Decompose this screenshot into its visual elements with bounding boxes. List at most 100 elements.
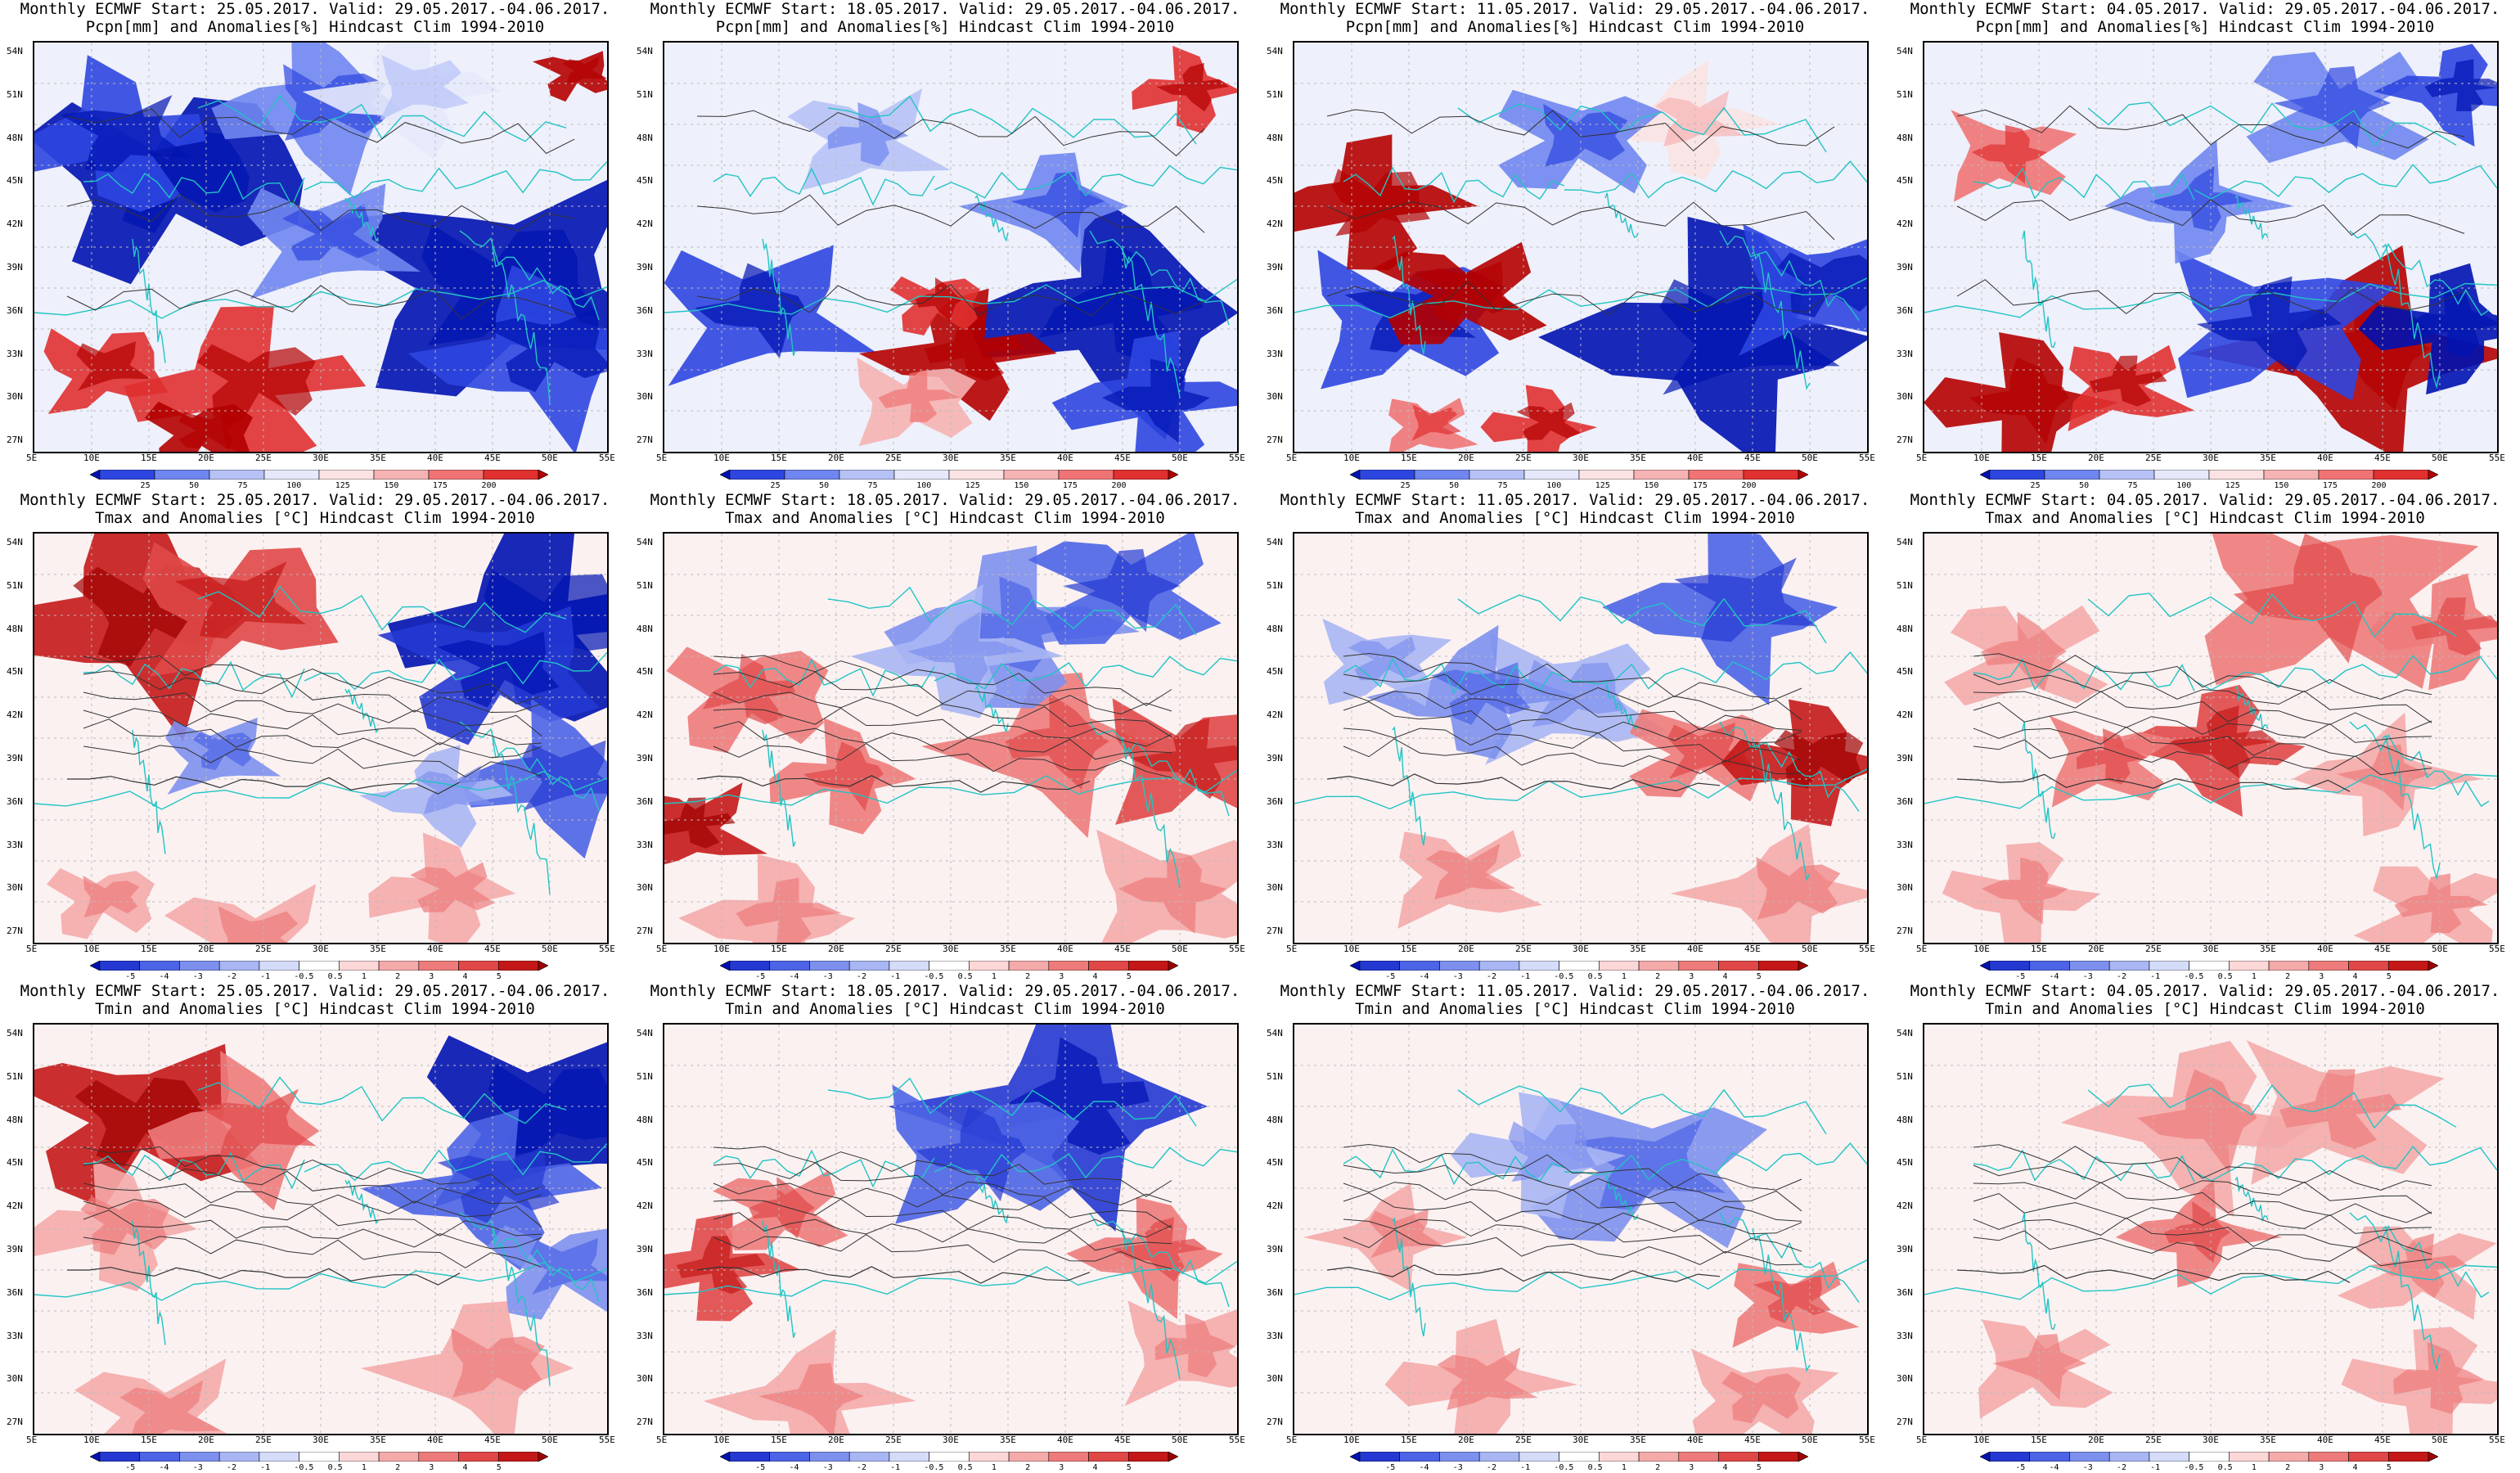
colorbar-label: 5 [496,972,502,981]
colorbar-label: 175 [1692,481,1708,490]
anomaly-map [1923,41,2499,453]
lon-label: 25E [885,453,902,463]
lat-label: 45N [1267,175,1283,187]
lat-label: 39N [1897,262,1913,273]
lat-label: 54N [637,1028,653,1038]
lon-label: 15E [771,453,787,463]
lon-label: 25E [885,1435,902,1445]
colorbar-label: 0.5 [957,972,973,981]
lat-label: 42N [1897,218,1913,230]
colorbar-label: -3 [822,972,833,981]
lon-label: 55E [1859,453,1875,463]
lon-label: 35E [1000,944,1016,954]
lon-label: 30E [313,453,329,463]
colorbar-label: -5 [2015,972,2026,981]
lon-label: 35E [1630,453,1646,463]
colorbar-label: 25 [770,481,781,490]
lon-label: 10E [713,1435,730,1445]
lat-label: 42N [1267,218,1283,230]
lat-label: 33N [1897,839,1913,850]
lat-label: 48N [1897,1114,1913,1125]
lat-label: 33N [1897,1330,1913,1341]
panel-variable-label: Tmin and Anomalies [°C] Hindcast Clim 19… [1355,1000,1795,1018]
lat-label: 33N [1897,348,1913,359]
colorbar-label: 1 [991,972,997,981]
lat-label: 54N [1267,537,1283,547]
lon-label: 40E [2317,944,2333,954]
lat-label: 54N [637,46,653,56]
panel-variable-label: Pcpn[mm] and Anomalies[%] Hindcast Clim … [715,18,1175,36]
lat-label: 36N [1267,304,1283,316]
lat-label: 51N [637,579,653,591]
colorbar-label: 0.5 [327,1463,343,1472]
colorbar-label: 2 [1025,972,1031,981]
colorbar-label: -4 [159,1463,169,1472]
colorbar-label: -1 [260,972,271,981]
forecast-panel: Monthly ECMWF Start: 25.05.2017. Valid: … [0,491,630,982]
lat-label: 36N [7,304,23,316]
colorbar-label: 200 [1741,481,1757,490]
colorbar-label: -4 [2049,1463,2059,1472]
lat-label: 36N [637,795,653,807]
lon-label: 20E [1458,1435,1474,1445]
lon-label: 15E [1401,1435,1417,1445]
lon-label: 45E [2374,944,2391,954]
anomaly-map [1293,532,1869,944]
lon-label: 50E [1802,1435,1818,1445]
colorbar [1980,1452,2438,1462]
colorbar-label: -2 [1486,1463,1496,1472]
lat-label: 42N [637,1200,653,1212]
colorbar-label: -3 [192,1463,203,1472]
colorbar-label: 100 [286,481,302,490]
lat-label: 51N [7,1070,23,1082]
lon-label: 10E [1343,944,1360,954]
lat-label: 48N [1897,132,1913,143]
lat-label: 48N [637,623,653,634]
colorbar-label: -0.5 [924,1463,944,1472]
colorbar-label: 5 [1126,1463,1132,1472]
lon-label: 40E [427,453,443,463]
lat-label: 39N [7,1244,23,1255]
colorbar-label: -5 [125,1463,136,1472]
colorbar-label: -0.5 [1554,1463,1574,1472]
lat-label: 51N [1267,579,1283,591]
lat-label: 42N [7,709,23,721]
lat-label: 51N [1267,1070,1283,1082]
lat-label: 30N [7,882,23,894]
lat-label: 48N [7,132,23,143]
colorbar-label: -5 [125,972,136,981]
lon-label: 50E [1172,944,1188,954]
lon-label: 5E [656,1435,668,1445]
forecast-panel: Monthly ECMWF Start: 25.05.2017. Valid: … [0,982,630,1473]
lon-label: 10E [83,944,100,954]
panel-title: Monthly ECMWF Start: 04.05.2017. Valid: … [1910,982,2500,1000]
lon-label: 45E [2374,1435,2391,1445]
colorbar-label: -3 [1452,1463,1463,1472]
colorbar-label: -5 [755,972,766,981]
lat-label: 48N [637,1114,653,1125]
colorbar-label: 150 [1644,481,1659,490]
colorbar-label: 4 [1722,1463,1728,1472]
lon-label: 15E [771,1435,787,1445]
colorbar-label: 2 [1655,1463,1661,1472]
lat-label: 42N [1267,1200,1283,1212]
colorbar-label: -4 [2049,972,2059,981]
lat-label: 39N [637,1244,653,1255]
colorbar-label: -1 [890,1463,901,1472]
colorbar-label: -1 [1520,972,1531,981]
lon-label: 5E [26,944,38,954]
lon-label: 15E [141,1435,157,1445]
lon-label: 10E [1343,1435,1360,1445]
panel-variable-label: Pcpn[mm] and Anomalies[%] Hindcast Clim … [1345,18,1805,36]
lon-label: 25E [885,944,902,954]
panel-title: Monthly ECMWF Start: 18.05.2017. Valid: … [650,0,1240,18]
lon-label: 55E [1859,944,1875,954]
lat-label: 39N [1267,262,1283,273]
forecast-panel: Monthly ECMWF Start: 11.05.2017. Valid: … [1260,491,1890,982]
lon-label: 30E [1573,944,1589,954]
lat-label: 51N [7,88,23,100]
colorbar-label: 3 [1059,1463,1064,1472]
forecast-panel: Monthly ECMWF Start: 18.05.2017. Valid: … [630,491,1260,982]
lat-label: 30N [1267,1373,1283,1385]
colorbar-label: -4 [1419,972,1429,981]
